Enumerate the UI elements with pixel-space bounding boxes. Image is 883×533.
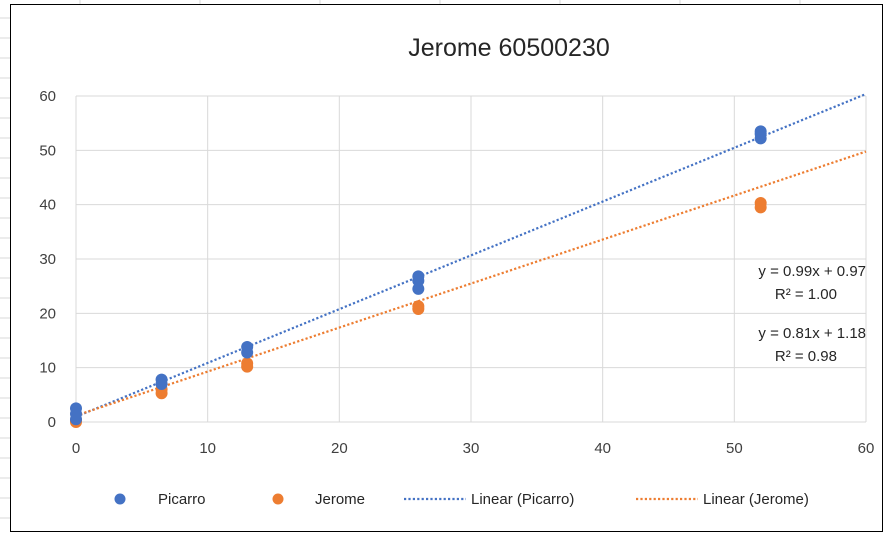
- x-tick-label: 40: [594, 440, 611, 457]
- picarro-point: [412, 270, 425, 283]
- x-tick-label: 60: [858, 440, 875, 457]
- x-tick-label: 0: [72, 440, 80, 457]
- y-tick-label: 10: [39, 360, 56, 377]
- legend-label-jerome: Jerome: [315, 491, 365, 508]
- legend-label-linear-jerome: Linear (Jerome): [703, 491, 809, 508]
- tick-labels: 0 10 20 30 40 50 60 0 10 20 30 40 50 60: [39, 88, 874, 457]
- y-tick-label: 60: [39, 88, 56, 105]
- x-tick-label: 10: [199, 440, 216, 457]
- jerome-point: [412, 300, 425, 313]
- jerome-point: [754, 197, 767, 210]
- legend: Picarro Jerome Linear (Picarro) Linear (…: [114, 491, 809, 508]
- legend-label-picarro: Picarro: [158, 491, 206, 508]
- trendline-picarro-equation: y = 0.99x + 0.97: [758, 263, 866, 280]
- y-tick-label: 40: [39, 197, 56, 214]
- legend-marker-picarro: [114, 493, 126, 505]
- trendline-jerome-equation: y = 0.81x + 1.18: [758, 325, 866, 342]
- scatter-chart: Jerome 60500230 0 10 20 30 40 50 60 0 10 20 30 40 50…: [39, 34, 874, 508]
- trendlines: [75, 92, 867, 418]
- y-tick-label: 20: [39, 305, 56, 322]
- chart-area[interactable]: Jerome 60500230 0 10 20 30 40 50 60 0 10 20 30 40 50…: [10, 4, 883, 532]
- gridlines: [75, 95, 867, 423]
- picarro-point: [754, 125, 767, 138]
- y-tick-label: 0: [48, 414, 56, 431]
- picarro-point: [155, 373, 168, 386]
- chart-title: Jerome 60500230: [408, 34, 610, 62]
- data-points: [70, 125, 767, 428]
- legend-label-linear-picarro: Linear (Picarro): [471, 491, 574, 508]
- trendline-picarro: [75, 92, 867, 418]
- jerome-point: [241, 357, 254, 370]
- trendline-jerome-r2: R² = 0.98: [775, 348, 837, 365]
- x-tick-label: 50: [726, 440, 743, 457]
- x-tick-label: 20: [331, 440, 348, 457]
- trendline-picarro-r2: R² = 1.00: [775, 286, 837, 303]
- x-tick-label: 30: [463, 440, 480, 457]
- legend-marker-jerome: [272, 493, 284, 505]
- y-tick-label: 30: [39, 251, 56, 268]
- picarro-point: [70, 402, 82, 415]
- y-tick-label: 50: [39, 142, 56, 159]
- picarro-point: [241, 341, 254, 354]
